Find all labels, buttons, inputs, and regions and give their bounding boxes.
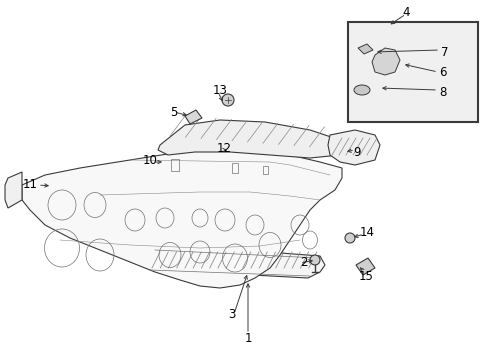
Polygon shape bbox=[371, 48, 399, 75]
Polygon shape bbox=[5, 172, 22, 208]
Text: 3: 3 bbox=[228, 307, 235, 320]
Bar bbox=[171, 159, 179, 171]
Circle shape bbox=[345, 233, 354, 243]
Polygon shape bbox=[184, 110, 202, 124]
Circle shape bbox=[222, 94, 234, 106]
Text: 8: 8 bbox=[438, 85, 446, 99]
Text: 11: 11 bbox=[22, 179, 38, 192]
Text: 2: 2 bbox=[300, 256, 307, 270]
Text: 10: 10 bbox=[142, 153, 157, 166]
Circle shape bbox=[309, 255, 319, 265]
Text: 12: 12 bbox=[216, 141, 231, 154]
Polygon shape bbox=[327, 130, 379, 165]
Text: 1: 1 bbox=[244, 332, 251, 345]
Polygon shape bbox=[355, 258, 374, 275]
Text: 15: 15 bbox=[358, 270, 373, 283]
Polygon shape bbox=[158, 120, 345, 158]
Ellipse shape bbox=[353, 85, 369, 95]
Bar bbox=[262, 166, 267, 174]
Polygon shape bbox=[357, 44, 372, 54]
Text: 6: 6 bbox=[438, 66, 446, 78]
Bar bbox=[347, 22, 477, 122]
Text: 13: 13 bbox=[212, 84, 227, 96]
Text: 7: 7 bbox=[440, 45, 448, 58]
Text: 4: 4 bbox=[402, 5, 409, 18]
Text: 9: 9 bbox=[352, 145, 360, 158]
Polygon shape bbox=[22, 148, 341, 288]
Text: 5: 5 bbox=[170, 105, 177, 118]
Bar bbox=[231, 163, 238, 173]
Polygon shape bbox=[148, 245, 325, 278]
Text: 14: 14 bbox=[359, 225, 374, 238]
